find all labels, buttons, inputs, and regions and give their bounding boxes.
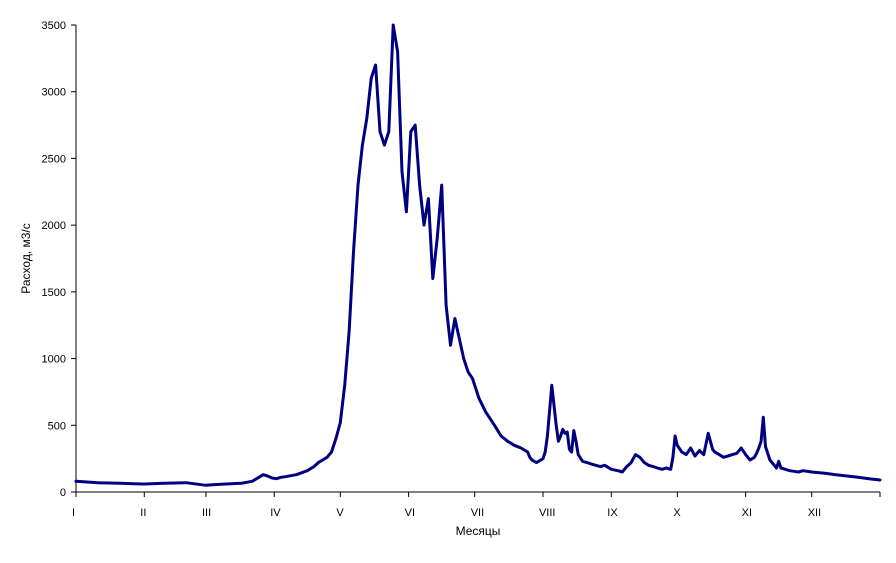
y-tick-label: 3500 — [42, 20, 66, 32]
y-tick-label: 1500 — [42, 287, 66, 299]
y-tick-label: 2000 — [42, 220, 66, 232]
x-tick-label: I — [72, 507, 75, 519]
discharge-series-line — [74, 23, 882, 487]
y-tick-label: 3000 — [42, 87, 66, 99]
x-tick-label: IX — [607, 507, 618, 519]
y-tick-label: 0 — [60, 487, 66, 499]
x-tick-label: VII — [471, 507, 484, 519]
x-tick-label: VI — [405, 507, 415, 519]
y-axis-ticks: 0 500 1000 1500 2000 2500 3000 3500 — [42, 20, 76, 499]
x-tick-label: VIII — [539, 507, 556, 519]
x-tick-label: X — [673, 507, 681, 519]
x-axis-ticks: I II III IV V VI VII VIII IX X XI XII — [72, 492, 881, 519]
y-tick-label: 2500 — [42, 153, 66, 165]
x-tick-label: III — [202, 507, 211, 519]
x-tick-label: XII — [808, 507, 821, 519]
y-tick-label: 500 — [48, 420, 66, 432]
y-tick-label: 1000 — [42, 354, 66, 366]
x-tick-label: V — [336, 507, 344, 519]
x-axis-title: Месяцы — [456, 524, 501, 538]
x-tick-label: II — [140, 507, 146, 519]
y-axis-title: Расход, м3/с — [19, 223, 33, 293]
x-tick-label: IV — [270, 507, 281, 519]
x-tick-label: XI — [742, 507, 752, 519]
